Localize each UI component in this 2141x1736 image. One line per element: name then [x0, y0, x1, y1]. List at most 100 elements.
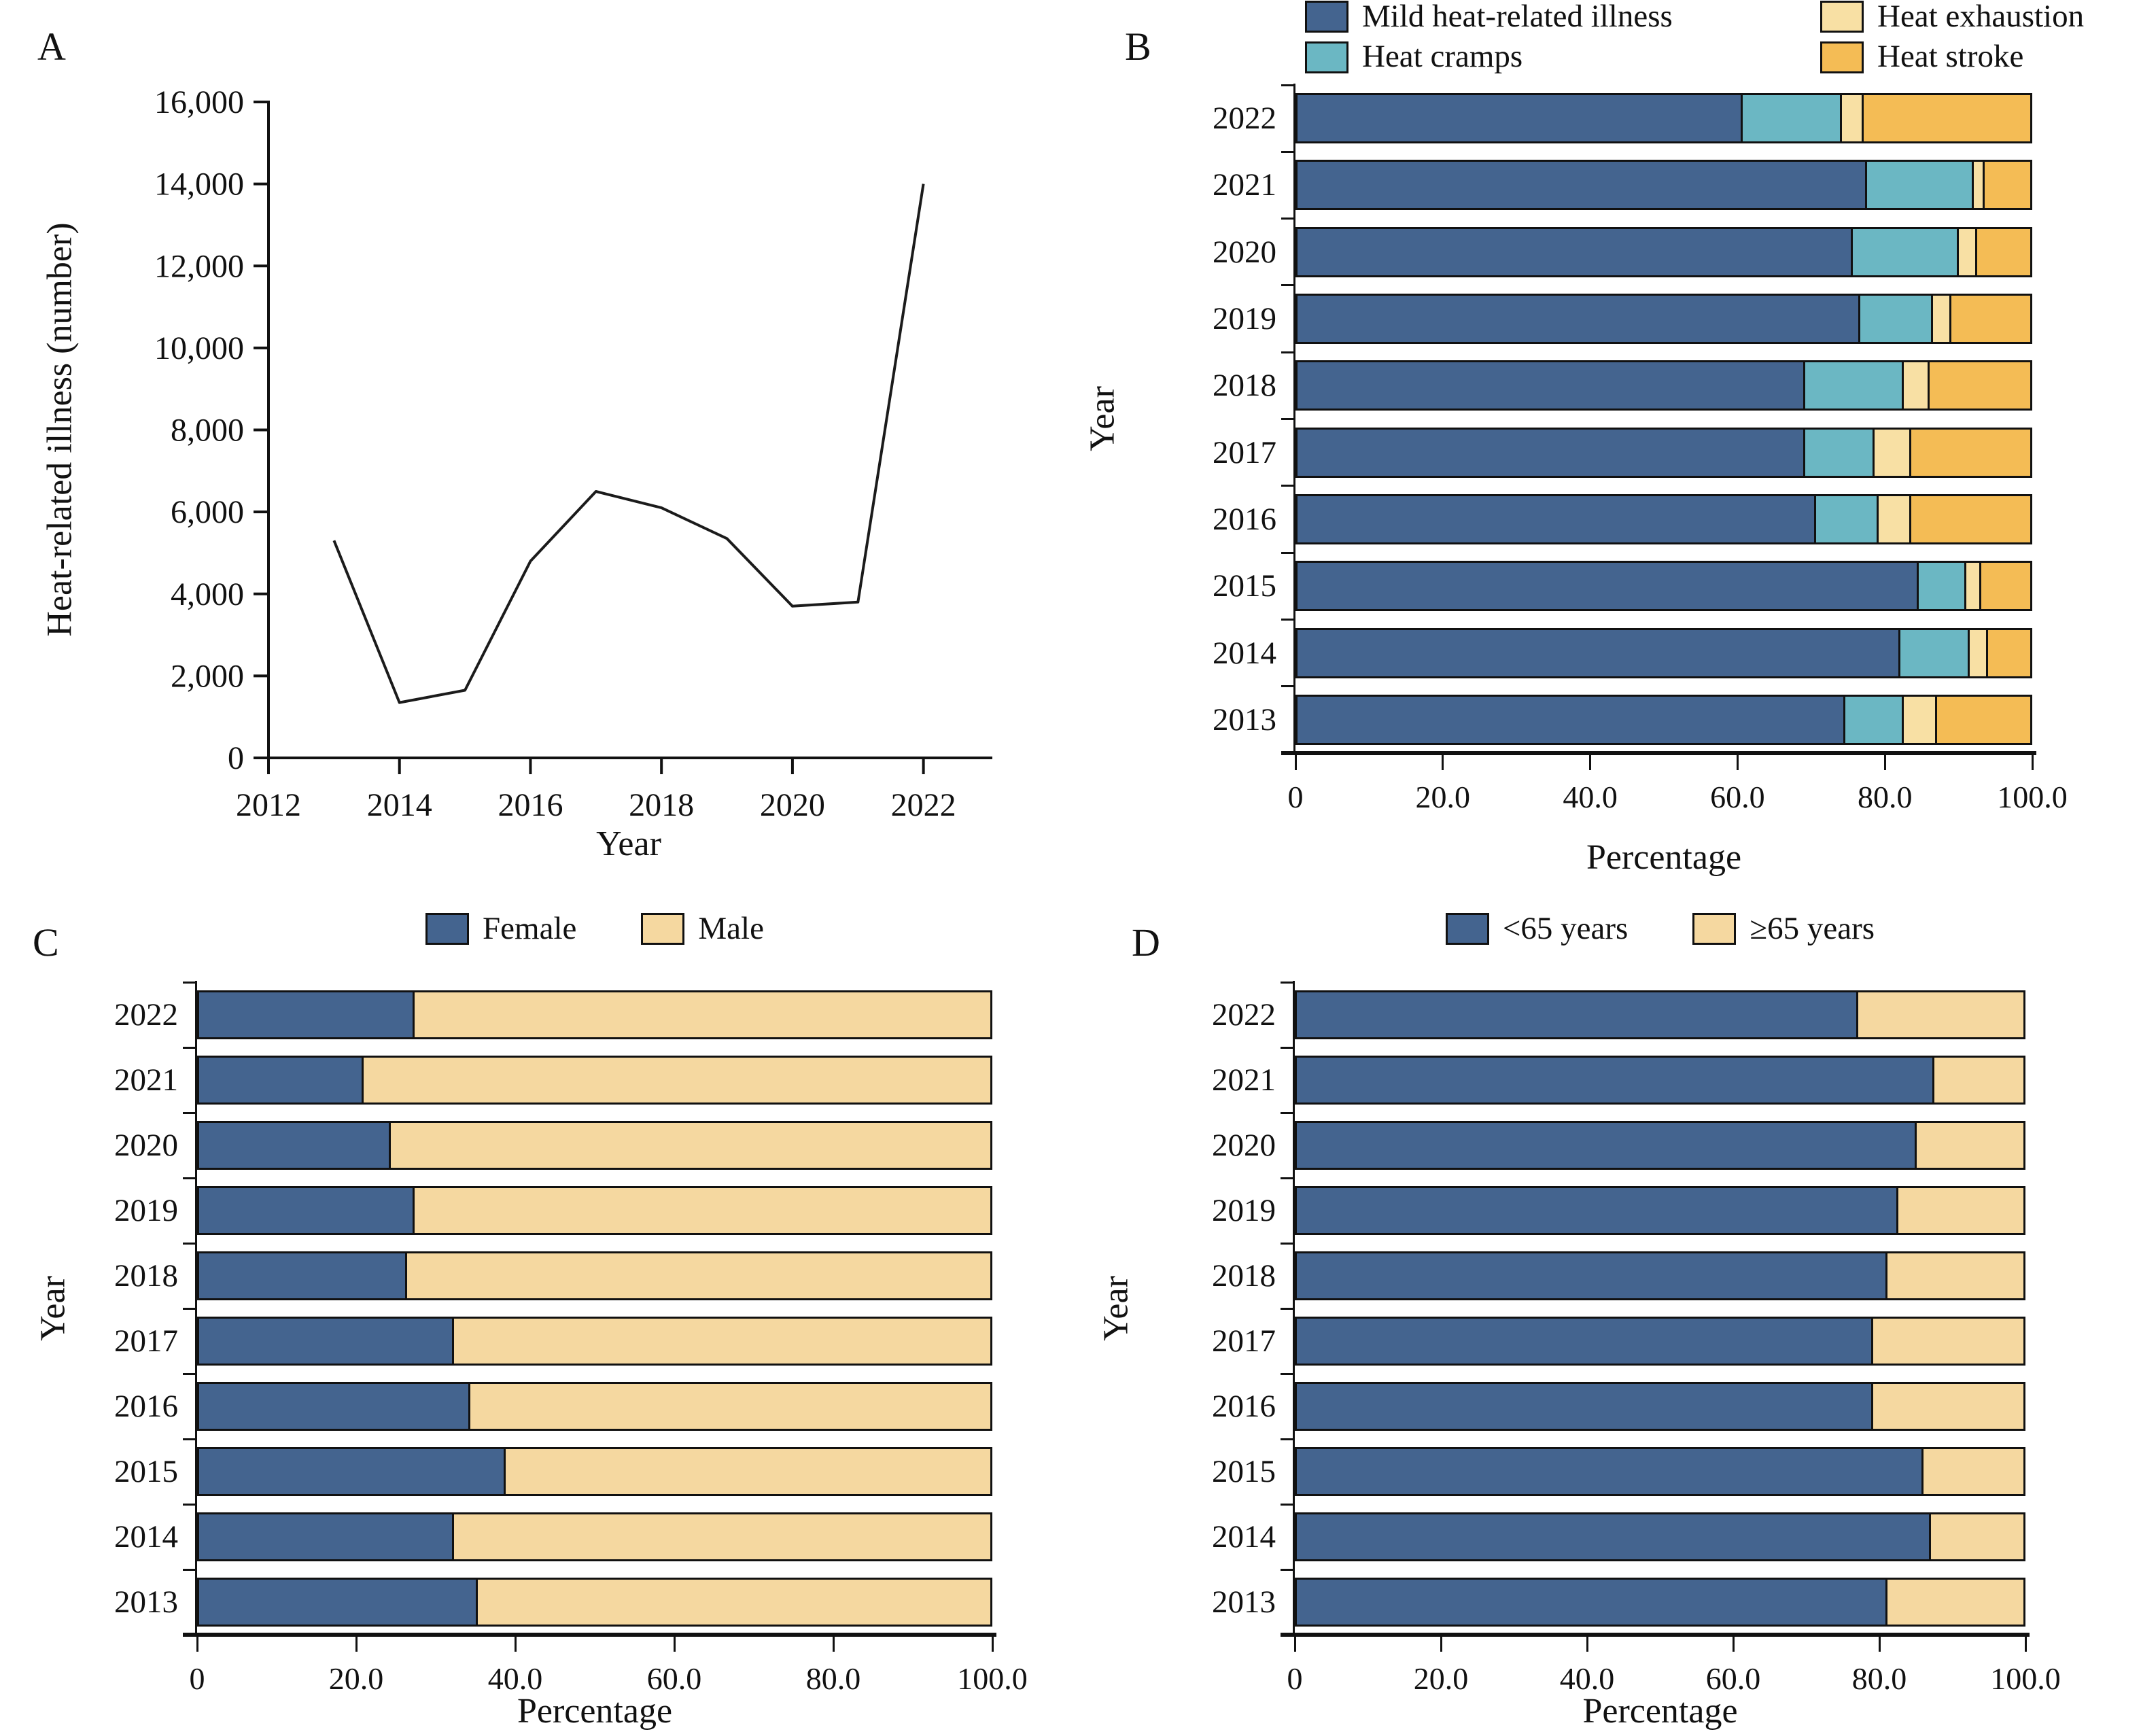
y-axis-tick	[1281, 685, 1293, 688]
bar-segment-heat-stroke	[1928, 362, 2030, 409]
year-tick-label: 2017	[1213, 434, 1276, 470]
bar-row: 2018	[1074, 1243, 2025, 1308]
y-tick-label: 12,000	[154, 248, 244, 284]
bar-segment-female	[199, 1319, 453, 1364]
bar-segment-heat-stroke	[1979, 563, 2030, 610]
y-axis-tick	[183, 1438, 195, 1440]
bar-row: 2017	[1060, 419, 2032, 485]
year-tick-label: 2021	[1213, 167, 1276, 203]
bar-row: 2022	[1060, 85, 2032, 152]
bar-segment-heat-exhaustion	[1964, 563, 1979, 610]
year-tick-label: 2019	[114, 1193, 178, 1228]
x-axis-spine	[1281, 1633, 2030, 1637]
bar-segment-heat-cramps	[1741, 95, 1840, 142]
bar-segment-heat-stroke	[1982, 162, 2030, 209]
bar-track	[1295, 561, 2032, 612]
bar-segment-mild-heat-related-illness	[1298, 496, 1814, 542]
year-tick-label: 2013	[1213, 701, 1276, 737]
bar-segment-heat-stroke	[1949, 296, 2030, 343]
heat-stroke-swatch	[1820, 41, 1864, 73]
bar-segment-mild-heat-related-illness	[1298, 696, 1844, 743]
legend-item-female: Female	[425, 912, 576, 945]
bar-segment-male	[413, 992, 990, 1037]
bar-row: 2014	[0, 1504, 992, 1569]
y-axis-tick	[183, 1242, 195, 1245]
panel-a-letter: A	[37, 24, 66, 69]
bar-segment-mild-heat-related-illness	[1298, 429, 1803, 476]
bar-segment--65-years	[1297, 1123, 1915, 1168]
y-axis-tick	[183, 1307, 195, 1310]
bar-track	[1295, 1578, 2025, 1627]
x-tick-label: 2012	[236, 787, 301, 823]
x-tick-label: 2018	[629, 787, 694, 823]
x-axis-tick	[2024, 1637, 2027, 1652]
x-axis-spine	[1281, 751, 2036, 755]
bar-segment-male	[452, 1514, 990, 1559]
bar-track	[197, 990, 992, 1039]
y-tick-label: 10,000	[154, 330, 244, 366]
bar-segment--65-years	[1929, 1514, 2023, 1559]
bar-segment--65-years	[1885, 1580, 2023, 1625]
y-axis-tick	[183, 1372, 195, 1375]
bar-track	[197, 1317, 992, 1366]
x-tick-label: 20.0	[328, 1661, 384, 1696]
y-axis-tick	[183, 981, 195, 984]
bar-track	[1295, 1251, 2025, 1300]
bar-segment-male	[361, 1058, 990, 1103]
bar-track	[1295, 160, 2032, 211]
heat-cramps-swatch	[1305, 41, 1348, 73]
y-tick-label: 14,000	[154, 167, 244, 203]
bar-track	[1295, 360, 2032, 411]
y-axis-tick	[1281, 351, 1293, 353]
x-tick-label: 100.0	[957, 1661, 1028, 1696]
y-axis-spine	[1293, 84, 1295, 754]
bar-segment--65-years	[1870, 1384, 2023, 1429]
bar-segment-heat-stroke	[1909, 496, 2030, 542]
bar-segment--65-years	[1297, 1449, 1922, 1494]
x-axis-tick	[196, 1637, 198, 1652]
legend-item-mild: Mild heat-related illness	[1305, 0, 1820, 33]
male-swatch	[641, 913, 685, 945]
bar-row: 2015	[1060, 553, 2032, 619]
bar-row: 2016	[1074, 1374, 2025, 1439]
y-axis-tick	[1281, 1111, 1293, 1114]
legend-label-stroke: Heat stroke	[1877, 39, 2024, 75]
x-axis-tick	[1878, 1637, 1881, 1652]
line-chart: 0 2,000 4,000 6,000 8,000 10,000 12,000 14,000 1…	[154, 84, 992, 823]
y-axis-tick	[1281, 1568, 1293, 1571]
panel-a-y-axis-title: Heat-related illness (number)	[40, 222, 80, 637]
bar-row: 2018	[1060, 352, 2032, 419]
bar-row: 2013	[0, 1569, 992, 1635]
bar-segment--65-years	[1896, 1188, 2023, 1233]
over-65-swatch	[1692, 913, 1737, 945]
bar-track	[1295, 427, 2032, 478]
y-axis-tick	[183, 1568, 195, 1571]
y-tick-label: 6,000	[171, 494, 244, 530]
x-tick-label: 60.0	[1710, 780, 1765, 814]
panel-d-letter: D	[1132, 920, 1160, 965]
legend-item-male: Male	[641, 912, 764, 945]
bar-segment-heat-stroke	[1862, 95, 2030, 142]
y-tick-label: 0	[228, 740, 244, 776]
bar-row: 2020	[0, 1113, 992, 1178]
year-tick-label: 2020	[114, 1128, 178, 1163]
bar-track	[1295, 627, 2032, 678]
x-tick-label: 40.0	[1559, 1661, 1615, 1696]
year-tick-label: 2018	[114, 1258, 178, 1294]
legend-label-under-65: <65 years	[1502, 911, 1629, 946]
legend-label-cramps: Heat cramps	[1362, 39, 1523, 75]
bar-row: 2020	[1074, 1113, 2025, 1178]
bar-track	[1295, 1056, 2025, 1105]
x-tick-label: 80.0	[1857, 780, 1913, 814]
year-tick-label: 2021	[1212, 1062, 1276, 1098]
bar-row: 2019	[1060, 285, 2032, 352]
y-axis-tick	[1281, 1372, 1293, 1375]
bar-segment-heat-cramps	[1803, 429, 1873, 476]
x-axis-spine	[183, 1633, 996, 1637]
bar-segment-heat-cramps	[1898, 629, 1968, 676]
bar-track	[1295, 1186, 2025, 1235]
bar-segment-heat-exhaustion	[1971, 162, 1983, 209]
year-tick-label: 2018	[1213, 368, 1276, 404]
bar-segment--65-years	[1297, 1188, 1896, 1233]
